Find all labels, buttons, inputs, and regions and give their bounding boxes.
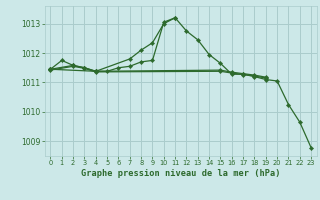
X-axis label: Graphe pression niveau de la mer (hPa): Graphe pression niveau de la mer (hPa) — [81, 169, 281, 178]
